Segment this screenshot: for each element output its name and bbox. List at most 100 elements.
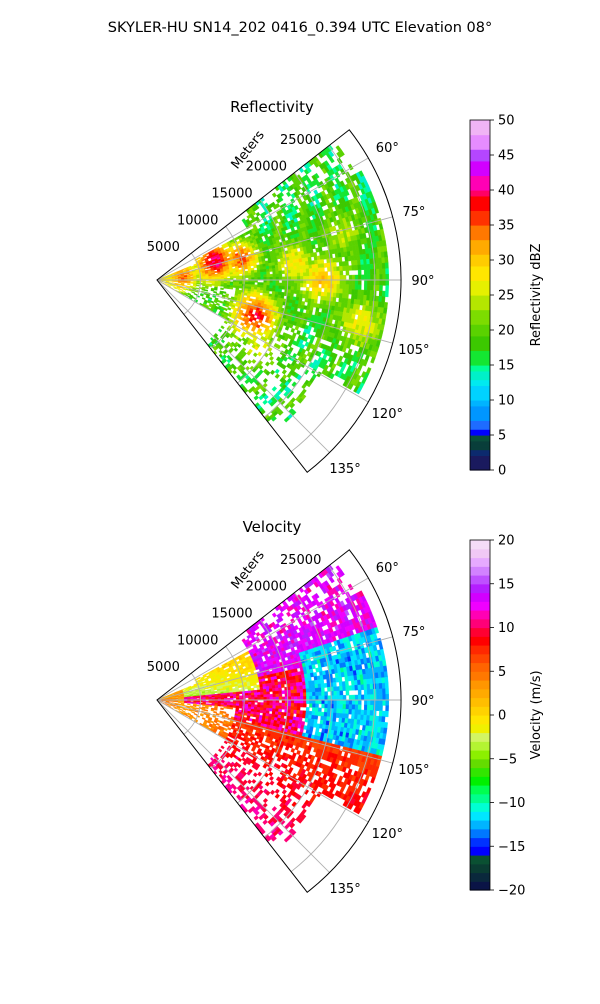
radar-gate (376, 285, 379, 291)
radar-gate (371, 357, 376, 363)
radar-gate (299, 298, 303, 302)
radar-gate (303, 704, 306, 708)
radar-gate (287, 684, 290, 688)
radar-gate (319, 276, 322, 280)
radar-gate (270, 370, 275, 375)
radar-gate (306, 711, 309, 715)
radar-gate (215, 277, 218, 279)
radar-gate (197, 257, 200, 259)
radar-gate (312, 708, 315, 712)
radar-gate (227, 275, 230, 277)
colorbar-tick-label: 30 (498, 254, 515, 269)
radar-gate (300, 273, 303, 277)
radar-gate (269, 686, 272, 689)
radar-gate (282, 370, 287, 375)
radar-gate (343, 266, 346, 271)
radar-gate (216, 303, 219, 306)
radar-gate (220, 713, 223, 715)
radar-gate (382, 269, 385, 275)
radar-gate (309, 689, 312, 693)
radar-gate (245, 276, 248, 278)
radar-gate (192, 717, 195, 719)
radar-gate (291, 687, 294, 691)
radar-gate (178, 282, 181, 283)
radar-gate (337, 271, 340, 276)
radar-gate (239, 286, 242, 288)
radar-gate (352, 265, 355, 270)
radar-gate (227, 287, 230, 289)
radar-gate (211, 709, 214, 711)
figure-title: SKYLER-HU SN14_202 0416_0.394 UTC Elevat… (108, 20, 492, 36)
radar-gate (206, 701, 209, 702)
radar-gate (260, 290, 263, 293)
radar-gate (209, 285, 212, 287)
radar-gate (251, 702, 254, 704)
radar-gate (181, 282, 184, 283)
radar-gate (175, 698, 178, 699)
radar-gate (319, 247, 323, 252)
radar-gate (312, 288, 315, 292)
radar-gate (263, 798, 268, 803)
radar-gate (349, 285, 352, 290)
radar-gate (223, 711, 226, 713)
radar-gate (291, 748, 295, 752)
radar-gate (273, 274, 276, 277)
radar-gate (340, 289, 343, 294)
radar-gate (261, 283, 264, 286)
radar-gate (204, 267, 207, 269)
radar-gate (172, 701, 175, 702)
radar-gate (264, 275, 267, 278)
radar-gate (248, 695, 251, 697)
radar-gate (385, 263, 388, 269)
radar-gate (322, 280, 325, 284)
radar-gate (194, 713, 197, 715)
radar-gate (384, 252, 388, 258)
radar-gate (349, 289, 352, 294)
radar-gate (288, 710, 291, 714)
radar-gate (312, 704, 315, 708)
radar-gate (172, 699, 175, 700)
radar-gate (297, 269, 300, 273)
radar-gate (257, 692, 260, 695)
radar-gate (382, 313, 386, 319)
radar-gate (239, 692, 242, 694)
radar-gate (288, 697, 291, 700)
radar-gate (313, 252, 317, 256)
radar-gate (309, 291, 312, 295)
radar-gate (218, 705, 221, 707)
radar-gate (297, 710, 300, 714)
radar-gate (267, 277, 270, 280)
radar-gate (209, 701, 212, 703)
radar-gate (254, 265, 257, 268)
radar-gate (264, 285, 267, 288)
radar-gate (264, 695, 267, 698)
radar-gate (306, 269, 309, 273)
radar-gate (230, 287, 233, 289)
radar-gate (247, 360, 251, 364)
radar-gate (291, 703, 294, 707)
radar-gate (288, 277, 291, 280)
radar-gate (309, 272, 312, 276)
radar-gate (364, 290, 367, 295)
radar-gate (211, 721, 214, 724)
radar-gate (291, 693, 294, 696)
radar-gate (220, 708, 223, 710)
radar-gate (278, 265, 281, 268)
radar-gate (215, 697, 218, 699)
reflectivity-panel: Reflectivity500010000150002000025000Mete… (147, 98, 544, 479)
radar-gate (272, 806, 277, 811)
radar-gate (267, 694, 270, 697)
radar-gate (340, 280, 343, 285)
radar-gate (254, 395, 259, 400)
radar-gate (214, 691, 217, 693)
radar-gate (260, 705, 263, 708)
radar-gate (270, 694, 273, 697)
radar-gate (269, 689, 272, 692)
radar-gate (297, 703, 300, 707)
radar-gate (216, 723, 219, 726)
radar-gate (315, 712, 318, 716)
radar-gate (272, 268, 275, 271)
colorbar-tick-label: 15 (498, 359, 515, 374)
radar-gate (258, 277, 261, 280)
